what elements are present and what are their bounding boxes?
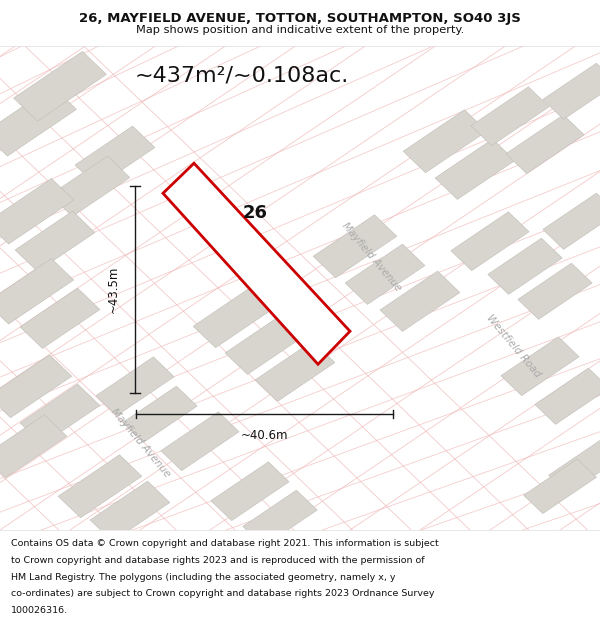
Polygon shape (488, 238, 562, 294)
Text: ~40.6m: ~40.6m (241, 429, 288, 442)
Polygon shape (313, 215, 397, 278)
Polygon shape (535, 368, 600, 424)
Text: Mayfield Avenue: Mayfield Avenue (109, 407, 173, 479)
Polygon shape (15, 211, 95, 271)
Polygon shape (380, 271, 460, 331)
Text: Map shows position and indicative extent of the property.: Map shows position and indicative extent… (136, 24, 464, 34)
Polygon shape (0, 355, 72, 418)
Polygon shape (548, 439, 600, 494)
Polygon shape (543, 63, 600, 119)
Text: ~437m²/~0.108ac.: ~437m²/~0.108ac. (135, 66, 349, 86)
Polygon shape (0, 259, 74, 324)
Polygon shape (225, 314, 305, 374)
Polygon shape (14, 51, 106, 121)
Text: Contains OS data © Crown copyright and database right 2021. This information is : Contains OS data © Crown copyright and d… (11, 539, 439, 549)
Polygon shape (524, 459, 596, 514)
Polygon shape (50, 156, 130, 216)
Text: 26, MAYFIELD AVENUE, TOTTON, SOUTHAMPTON, SO40 3JS: 26, MAYFIELD AVENUE, TOTTON, SOUTHAMPTON… (79, 11, 521, 24)
Polygon shape (0, 415, 67, 478)
Polygon shape (0, 179, 74, 244)
Polygon shape (471, 87, 549, 146)
Text: co-ordinates) are subject to Crown copyright and database rights 2023 Ordnance S: co-ordinates) are subject to Crown copyr… (11, 589, 434, 598)
Polygon shape (345, 244, 425, 304)
Polygon shape (0, 86, 76, 156)
Polygon shape (403, 110, 487, 173)
Polygon shape (20, 288, 100, 348)
Text: ~43.5m: ~43.5m (107, 266, 120, 314)
Text: 26: 26 (242, 204, 268, 222)
Polygon shape (518, 263, 592, 319)
Polygon shape (506, 115, 584, 174)
Polygon shape (543, 193, 600, 249)
Text: HM Land Registry. The polygons (including the associated geometry, namely x, y: HM Land Registry. The polygons (includin… (11, 572, 395, 582)
Polygon shape (96, 357, 174, 416)
Polygon shape (58, 455, 142, 518)
Polygon shape (20, 384, 100, 444)
Polygon shape (211, 462, 289, 521)
Text: Mayfield Avenue: Mayfield Avenue (340, 221, 404, 293)
Polygon shape (75, 126, 155, 186)
Polygon shape (163, 163, 350, 364)
Polygon shape (435, 139, 515, 199)
Polygon shape (451, 212, 529, 271)
Polygon shape (123, 386, 197, 442)
Text: 100026316.: 100026316. (11, 606, 68, 615)
Polygon shape (193, 285, 277, 348)
Polygon shape (501, 337, 579, 396)
Polygon shape (255, 341, 335, 401)
Text: Westfield Road: Westfield Road (484, 313, 542, 379)
Polygon shape (161, 412, 239, 471)
Polygon shape (90, 481, 170, 541)
Polygon shape (243, 490, 317, 546)
Text: to Crown copyright and database rights 2023 and is reproduced with the permissio: to Crown copyright and database rights 2… (11, 556, 424, 565)
